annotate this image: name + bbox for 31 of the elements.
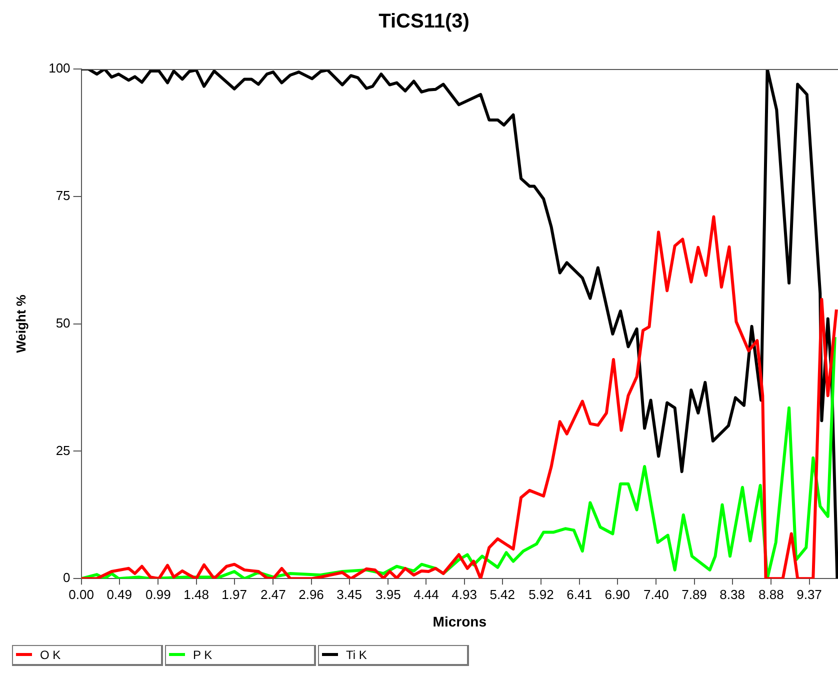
x-tick-label: 5.92 [528, 586, 554, 602]
y-tick-label: 100 [48, 60, 70, 76]
legend-label: O K [40, 648, 61, 662]
x-tick-label: 8.38 [720, 586, 745, 602]
legend-label: P K [193, 648, 212, 662]
x-tick-label: 2.47 [260, 586, 286, 602]
x-tick-label: 1.48 [184, 586, 209, 602]
x-tick-label: 0.49 [106, 586, 132, 602]
x-tick-label: 8.88 [758, 586, 784, 602]
x-tick-label: 6.41 [566, 586, 592, 602]
y-tick-label: 50 [56, 315, 70, 330]
x-tick-label: 4.93 [452, 586, 477, 602]
x-tick-label: 0.00 [68, 586, 94, 602]
x-tick-label: 6.90 [604, 586, 630, 602]
legend-label: Ti K [346, 648, 367, 662]
x-tick-label: 7.40 [644, 586, 669, 602]
x-tick-label: 7.89 [682, 586, 707, 602]
x-tick-label: 3.45 [336, 586, 362, 602]
x-tick-label: 5.42 [490, 586, 516, 602]
x-tick-label: 9.37 [796, 586, 822, 602]
x-tick-label: 1.97 [222, 586, 247, 602]
y-tick-label: 75 [56, 188, 70, 203]
y-axis-title: Weight % [13, 294, 28, 353]
chart-title: TiCS11(3) [378, 10, 470, 33]
y-tick-label: 25 [56, 442, 70, 458]
y-tick-label: 0 [63, 570, 70, 586]
x-tick-label: 3.95 [376, 586, 401, 602]
x-tick-label: 0.99 [146, 586, 171, 602]
x-axis-title: Microns [432, 613, 487, 630]
x-tick-label: 2.96 [298, 586, 324, 602]
x-tick-label: 4.44 [414, 586, 439, 602]
